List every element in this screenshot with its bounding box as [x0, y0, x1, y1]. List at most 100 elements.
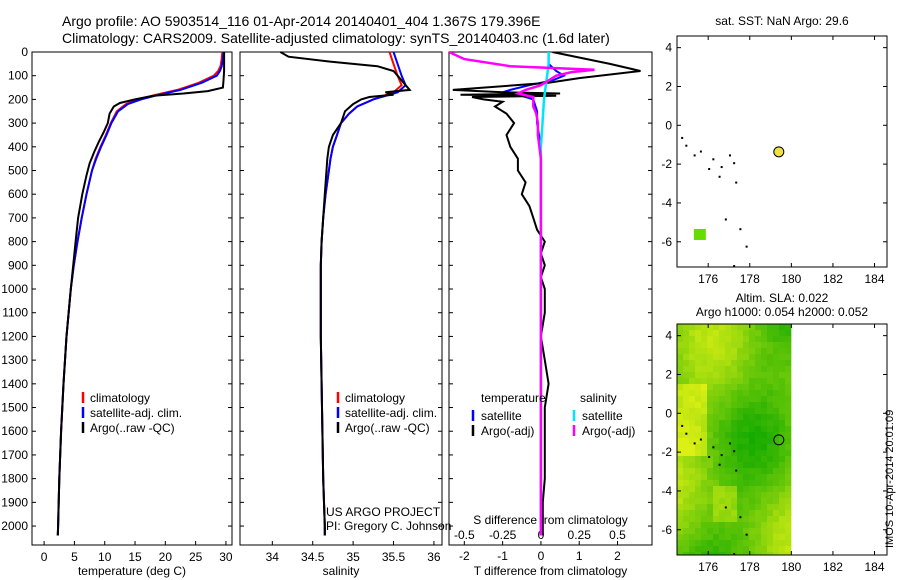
- sla-heatmap-cell: [755, 408, 761, 414]
- sla-heatmap-cell: [713, 546, 719, 552]
- sla-heatmap-cell: [761, 492, 767, 498]
- sla-heatmap-cell: [737, 456, 743, 462]
- sla-heatmap-cell: [677, 450, 683, 456]
- sla-heatmap-cell: [785, 396, 791, 402]
- sla-map-y-tick-label: -2: [661, 445, 672, 459]
- sla-heatmap-cell: [701, 402, 707, 408]
- sla-heatmap-cell: [731, 474, 737, 480]
- sla-heatmap-cell: [725, 504, 731, 510]
- sla-heatmap-cell: [761, 444, 767, 450]
- sla-heatmap-cell: [707, 444, 713, 450]
- sla-heatmap-cell: [779, 546, 785, 552]
- sla-heatmap-cell: [683, 426, 689, 432]
- sla-heatmap-cell: [773, 492, 779, 498]
- salinity-x-tick-label: 35: [346, 550, 360, 564]
- difference-legend-t-label: Argo(-adj): [481, 424, 534, 438]
- sla-heatmap-cell: [779, 366, 785, 372]
- sla-heatmap-cell: [725, 354, 731, 360]
- sla-heatmap-cell: [755, 468, 761, 474]
- sla-heatmap-cell: [737, 402, 743, 408]
- depth-tick-label: 400: [8, 140, 28, 154]
- sla-heatmap-cell: [773, 336, 779, 342]
- sla-heatmap-cell: [689, 348, 695, 354]
- sla-heatmap-cell: [749, 444, 755, 450]
- sla-heatmap-cell: [737, 330, 743, 336]
- sla-heatmap-cell: [701, 510, 707, 516]
- sla-heatmap-cell: [713, 372, 719, 378]
- sla-heatmap-cell: [767, 528, 773, 534]
- sla-heatmap-cell: [749, 486, 755, 492]
- salinity-xlabel: salinity: [323, 564, 360, 578]
- sla-heatmap-cell: [773, 510, 779, 516]
- temperature-x-tick-label: 30: [219, 550, 233, 564]
- depth-tick-label: 2000: [1, 519, 28, 533]
- sla-heatmap-cell: [689, 372, 695, 378]
- sla-heatmap-cell: [725, 414, 731, 420]
- salinity-line-climatology: [319, 51, 403, 536]
- sla-heatmap-cell: [749, 432, 755, 438]
- sla-heatmap-cell: [713, 408, 719, 414]
- sla-heatmap-cell: [689, 528, 695, 534]
- sla-heatmap-cell: [773, 534, 779, 540]
- sla-heatmap-cell: [677, 336, 683, 342]
- sla-heatmap-cell: [731, 330, 737, 336]
- sla-heatmap-cell: [767, 510, 773, 516]
- sla-heatmap-cell: [725, 384, 731, 390]
- sla-heatmap-cell: [695, 402, 701, 408]
- sst-map-x-tick-label: 176: [698, 272, 718, 286]
- difference-t-tick-label: -1: [497, 549, 508, 563]
- sla-heatmap-cell: [725, 468, 731, 474]
- sla-heatmap-cell: [683, 444, 689, 450]
- sla-heatmap-cell: [677, 522, 683, 528]
- sla-heatmap-cell: [677, 528, 683, 534]
- sla-heatmap-cell: [749, 492, 755, 498]
- sla-heatmap-cell: [737, 450, 743, 456]
- sla-heatmap-cell: [737, 522, 743, 528]
- sla-heatmap-cell: [683, 474, 689, 480]
- sla-heatmap-cell: [737, 420, 743, 426]
- sla-heatmap-cell: [695, 492, 701, 498]
- sla-heatmap-cell: [761, 336, 767, 342]
- sla-heatmap-cell: [707, 384, 713, 390]
- sla-heatmap-cell: [761, 414, 767, 420]
- sla-heatmap-cell: [737, 360, 743, 366]
- sla-heatmap-cell: [689, 480, 695, 486]
- sla-heatmap-cell: [683, 420, 689, 426]
- sla-heatmap-cell: [695, 474, 701, 480]
- sla-heatmap-cell: [713, 414, 719, 420]
- depth-tick-label: 1300: [1, 353, 28, 367]
- sla-heatmap-cell: [707, 468, 713, 474]
- depth-tick-label: 1200: [1, 329, 28, 343]
- sla-heatmap-cell: [695, 348, 701, 354]
- sla-heatmap-cell: [737, 324, 743, 330]
- temperature-x-tick-label: 25: [189, 550, 203, 564]
- temperature-line-satellite: [56, 51, 225, 536]
- sla-heatmap-cell: [773, 528, 779, 534]
- sla-heatmap-cell: [731, 360, 737, 366]
- sla-heatmap-cell: [707, 336, 713, 342]
- sla-heatmap-cell: [695, 498, 701, 504]
- sla-heatmap-cell: [695, 486, 701, 492]
- sla-heatmap-cell: [701, 540, 707, 546]
- sla-heatmap-cell: [683, 324, 689, 330]
- difference-legend-t-label: satellite: [481, 409, 522, 423]
- sla-heatmap-cell: [677, 498, 683, 504]
- sla-heatmap-cell: [701, 378, 707, 384]
- sla-heatmap-cell: [767, 336, 773, 342]
- sla-heatmap-cell: [701, 528, 707, 534]
- sla-heatmap-cell: [761, 546, 767, 552]
- sla-heatmap-cell: [695, 360, 701, 366]
- sla-heatmap-cell: [749, 372, 755, 378]
- sla-heatmap-cell: [731, 480, 737, 486]
- salinity-line-argo: [279, 51, 412, 536]
- sla-heatmap-cell: [779, 474, 785, 480]
- sla-heatmap-cell: [743, 486, 749, 492]
- temperature-x-tick-label: 5: [71, 550, 78, 564]
- sla-heatmap-cell: [701, 462, 707, 468]
- sla-heatmap-cell: [731, 354, 737, 360]
- sla-heatmap-cell: [785, 462, 791, 468]
- sla-heatmap-cell: [785, 348, 791, 354]
- sla-heatmap-cell: [737, 336, 743, 342]
- sla-heatmap-cell: [683, 462, 689, 468]
- sla-heatmap-cell: [707, 498, 713, 504]
